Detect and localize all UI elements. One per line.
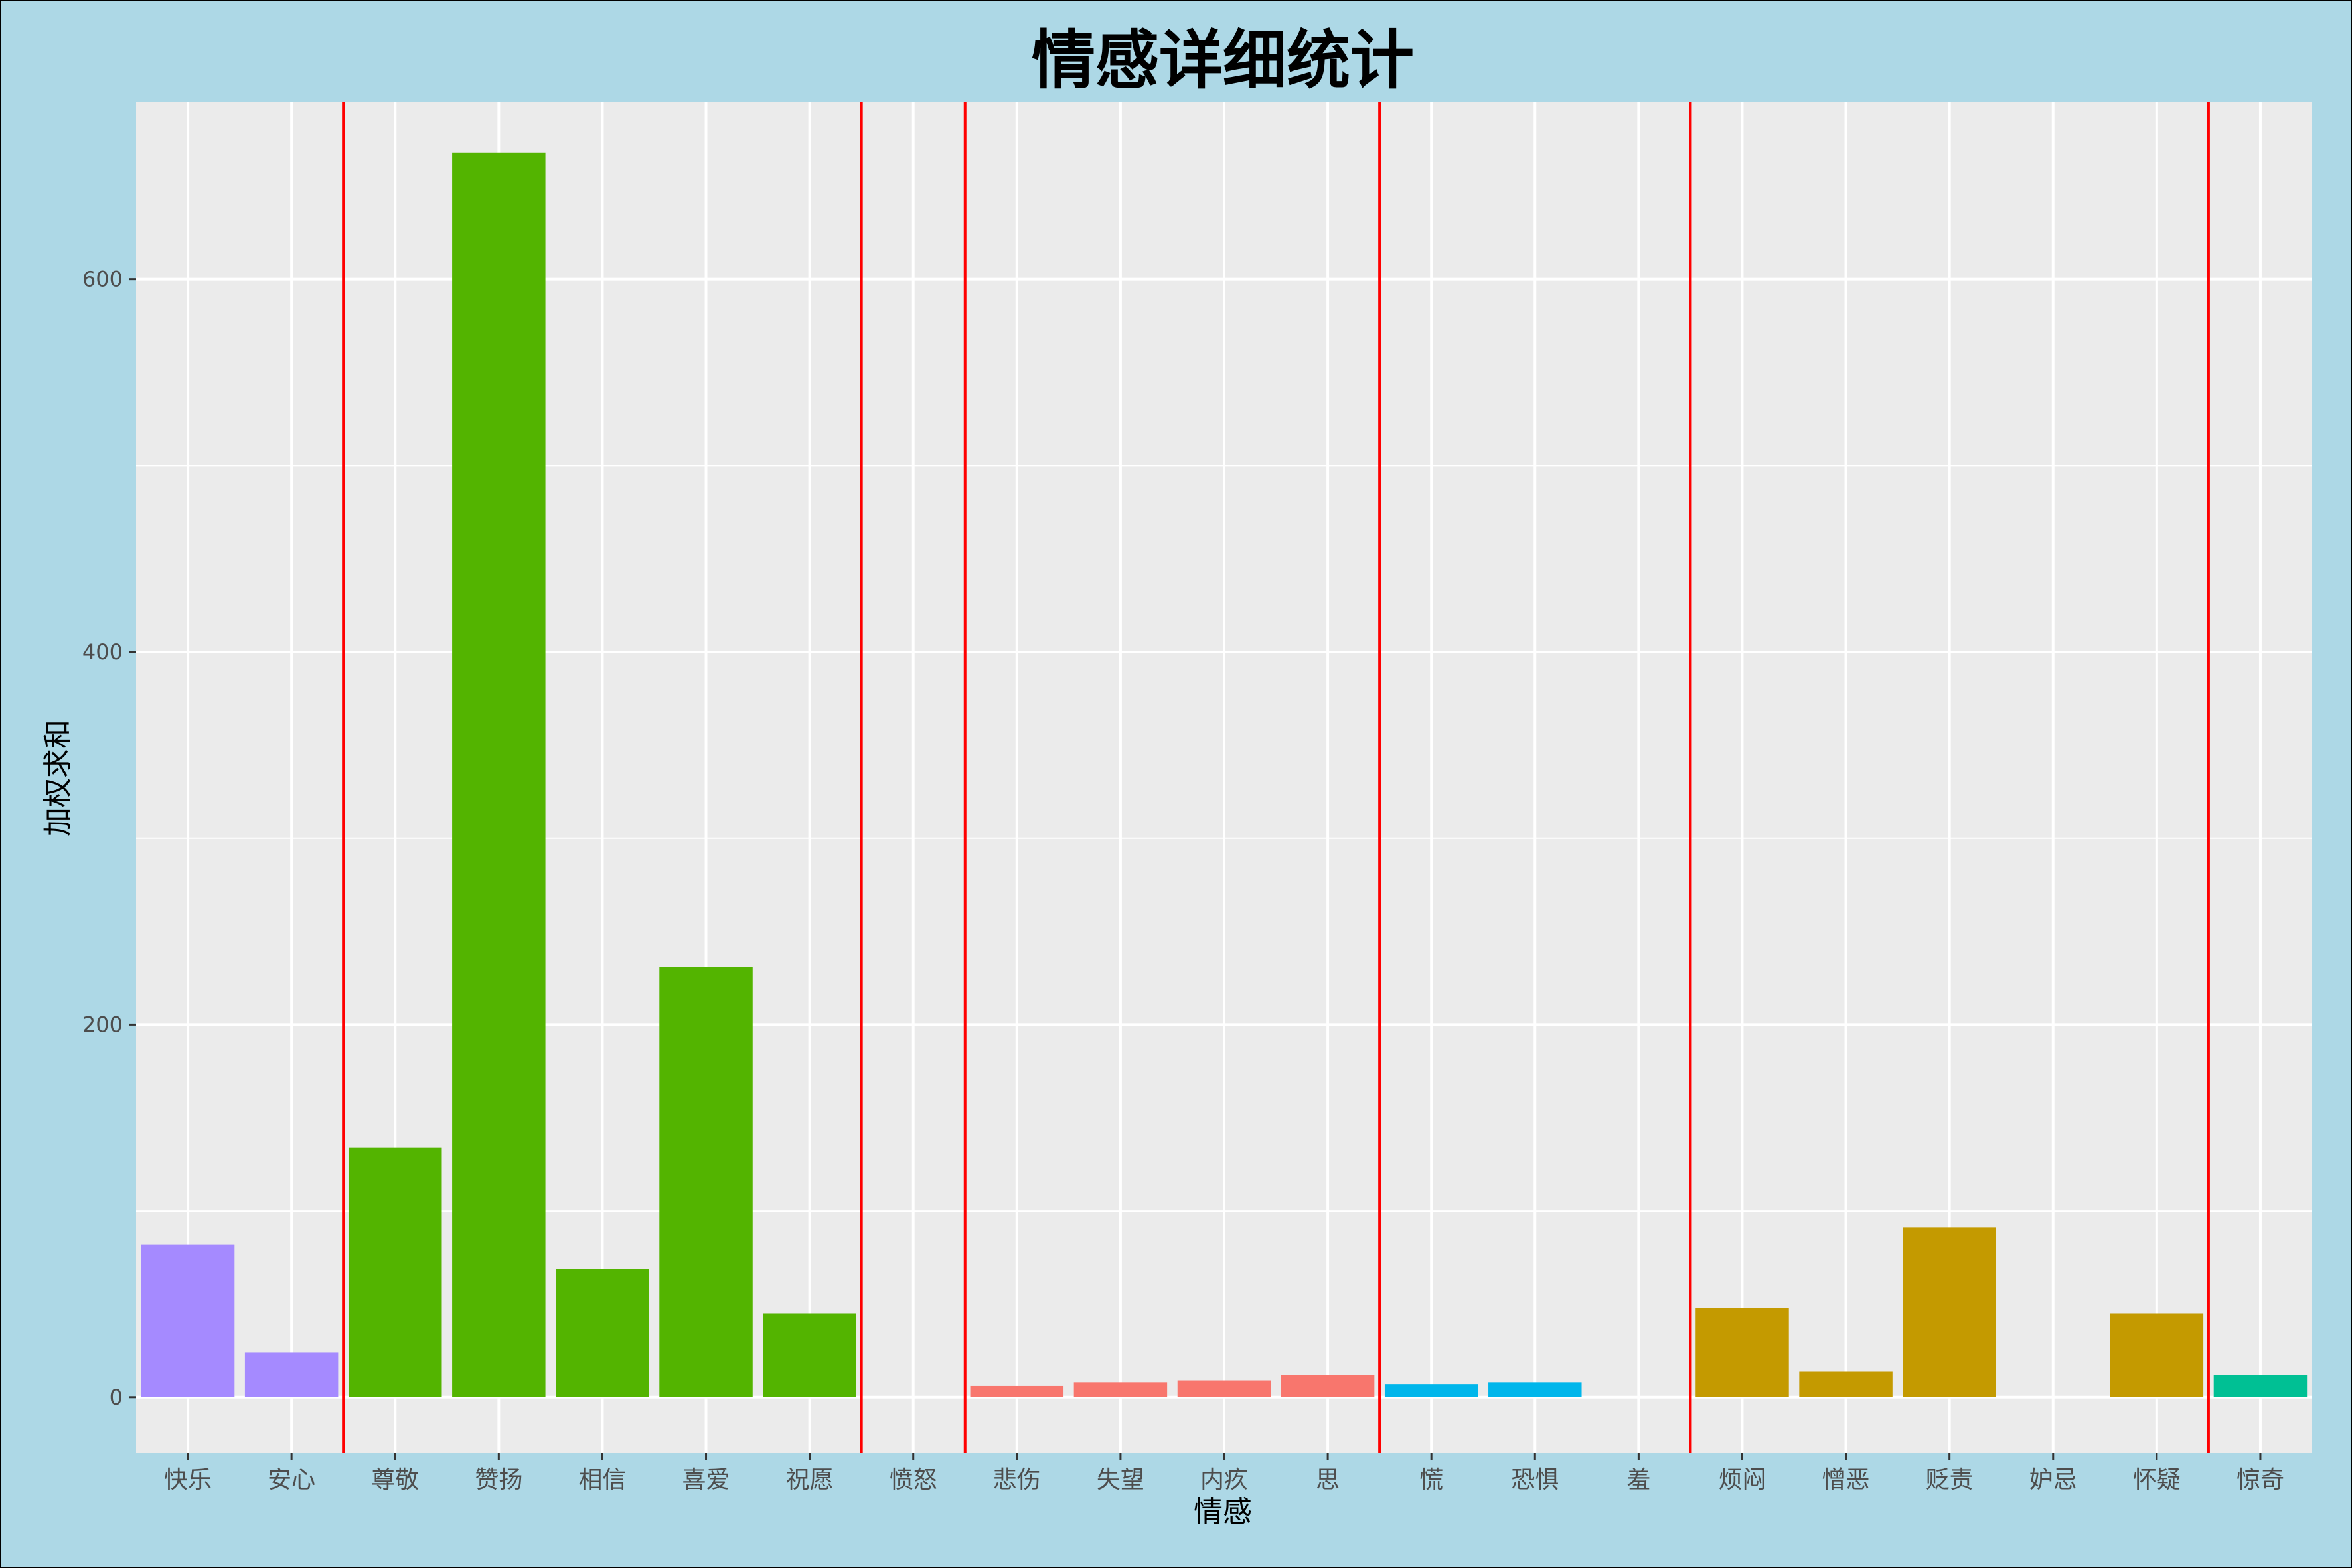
bar-相信: [556, 1269, 649, 1397]
x-tick-label-19: 怀疑: [2133, 1466, 2181, 1494]
group-separator-lines: [342, 102, 2210, 1453]
bar-怀疑: [2110, 1313, 2204, 1397]
x-tick-label-4: 相信: [578, 1466, 626, 1494]
bar-尊敬: [348, 1147, 442, 1397]
x-tick-label-12: 慌: [1419, 1466, 1443, 1494]
bar-失望: [1073, 1382, 1168, 1397]
x-tick-label-10: 内疚: [1200, 1466, 1248, 1494]
x-tick-label-14: 羞: [1626, 1466, 1650, 1494]
bar-悲伤: [970, 1385, 1064, 1397]
x-tick-label-3: 赞扬: [475, 1466, 522, 1494]
bar-赞扬: [452, 152, 546, 1397]
x-tick-label-15: 烦闷: [1718, 1466, 1766, 1494]
x-tick-label-1: 安心: [268, 1466, 315, 1494]
bar-快乐: [141, 1244, 235, 1397]
bar-烦闷: [1695, 1308, 1789, 1397]
x-tick-label-6: 祝愿: [786, 1466, 834, 1494]
x-axis-title: 情感: [1194, 1495, 1252, 1529]
x-tick-label-13: 恐惧: [1511, 1466, 1559, 1494]
y-tick-label-1: 200: [82, 1012, 123, 1037]
x-tick-label-17: 贬责: [1926, 1466, 1974, 1494]
chart-title: 情感详细统计: [1032, 23, 1414, 98]
x-tick-label-7: 愤怒: [890, 1466, 937, 1494]
x-tick-label-11: 思: [1316, 1466, 1340, 1494]
y-axis-title: 加权求和: [41, 720, 75, 836]
x-tick-label-0: 快乐: [164, 1466, 212, 1494]
x-axis: 快乐 安心 尊敬 赞扬 相信 喜爱 祝愿 愤怒 悲伤 失望 内疚 思 慌 恐惧 羞 烦闷 憎恶 贬责 妒忌 怀疑 惊奇: [164, 1453, 2284, 1494]
y-tick-label-0: 0: [110, 1385, 123, 1410]
bar-慌: [1384, 1384, 1478, 1397]
bar-思: [1281, 1375, 1375, 1397]
x-tick-label-9: 失望: [1097, 1466, 1144, 1494]
bar-恐惧: [1488, 1382, 1582, 1397]
bar-祝愿: [763, 1313, 856, 1397]
x-tick-label-20: 惊奇: [2236, 1466, 2284, 1494]
x-tick-label-2: 尊敬: [371, 1466, 419, 1494]
x-tick-label-8: 悲伤: [993, 1466, 1041, 1494]
y-tick-label-2: 400: [82, 639, 123, 665]
x-tick-label-5: 喜爱: [682, 1466, 730, 1494]
y-axis: 0 200 400 600: [82, 267, 136, 1410]
bars: [141, 152, 2308, 1397]
bar-安心: [244, 1352, 339, 1397]
bar-惊奇: [2213, 1375, 2308, 1397]
x-tick-label-18: 妒忌: [2029, 1466, 2077, 1494]
y-tick-label-3: 600: [82, 267, 123, 292]
bar-内疚: [1177, 1380, 1271, 1397]
x-tick-label-16: 憎恶: [1822, 1466, 1870, 1494]
bar-喜爱: [659, 967, 753, 1397]
bar-贬责: [1903, 1227, 1996, 1397]
bar-憎恶: [1799, 1371, 1893, 1397]
